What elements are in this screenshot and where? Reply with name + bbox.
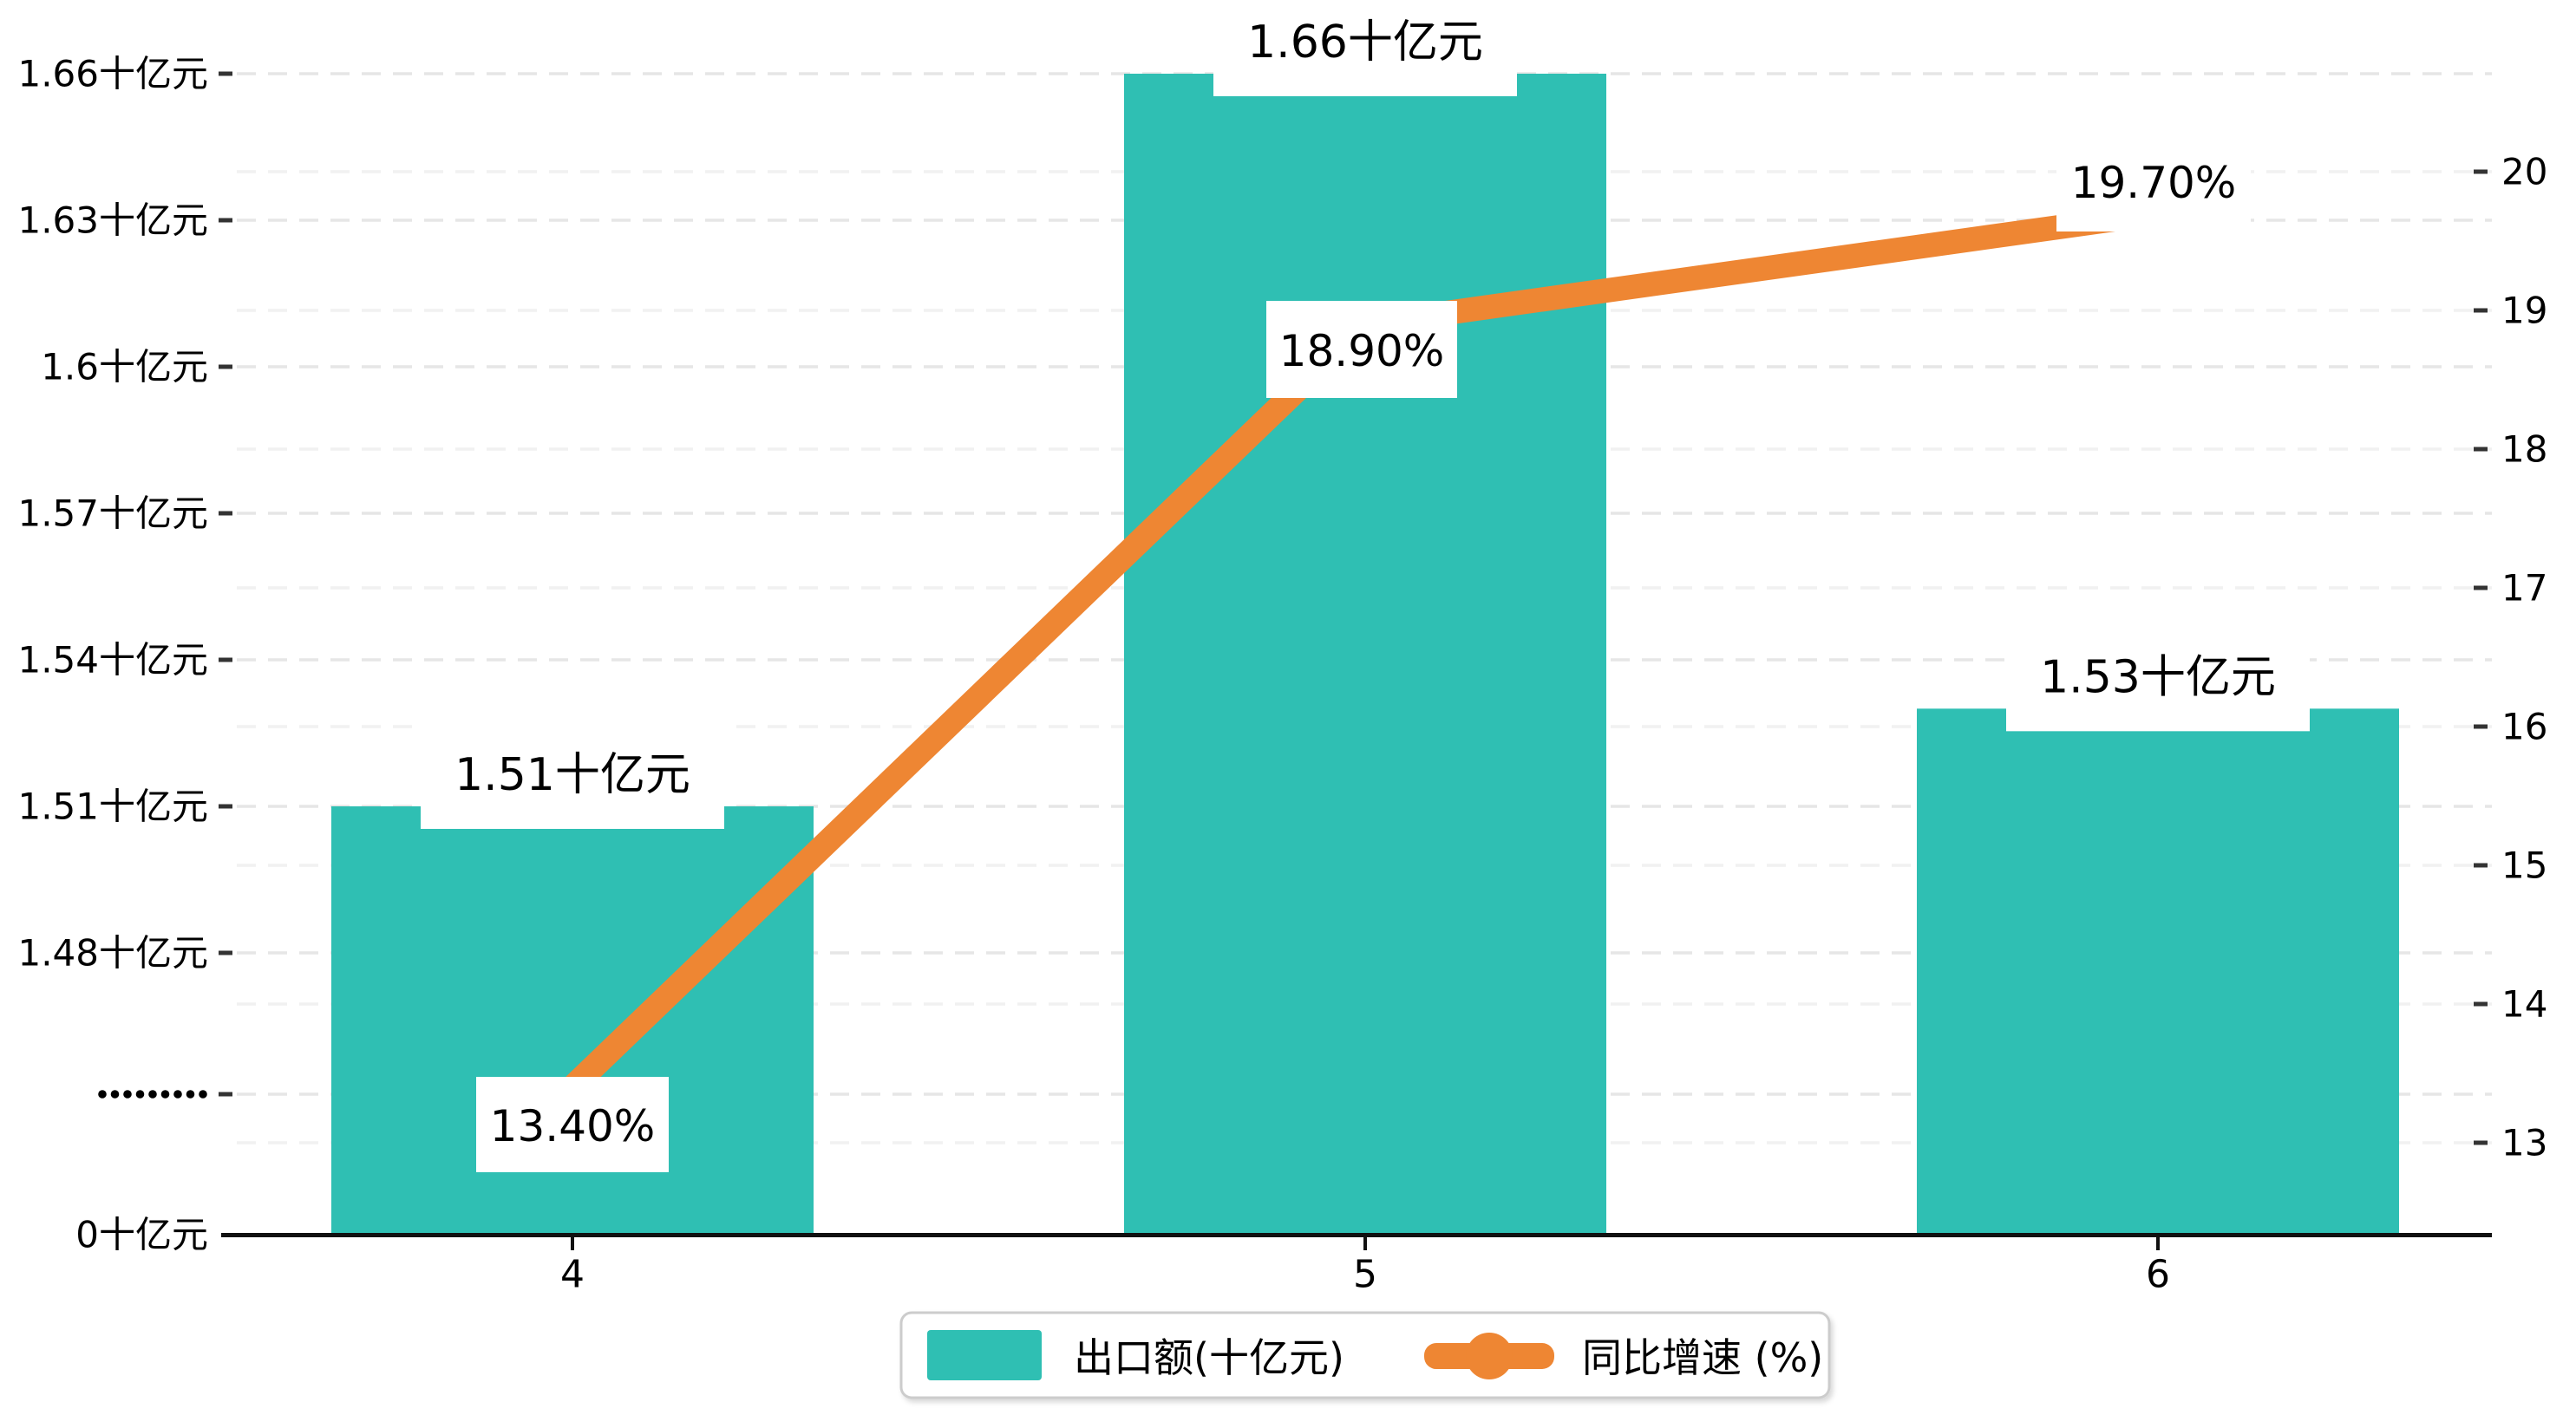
line-value-label-bg bbox=[2056, 136, 2251, 231]
value-labels: 1.51十亿元 1.66十亿元 1.53十亿元 13.40% 18.90% 19.70% bbox=[421, 0, 2310, 1172]
right-axis-label: 16 bbox=[2501, 706, 2547, 748]
axis-break-dots bbox=[148, 1090, 157, 1099]
line-series-dot-marker[interactable] bbox=[1466, 1333, 1513, 1379]
axis-break-dots bbox=[160, 1090, 170, 1099]
line-value-label: 19.70% bbox=[2071, 158, 2237, 208]
left-axis-label: 1.63十亿元 bbox=[17, 199, 208, 242]
axis-break-dots bbox=[135, 1090, 145, 1099]
right-axis-label: 13 bbox=[2501, 1122, 2547, 1164]
x-axis-label: 5 bbox=[1353, 1253, 1377, 1297]
bar-series bbox=[331, 74, 2399, 1235]
line-value-label-bg bbox=[476, 1077, 669, 1172]
axis-break-dots bbox=[173, 1090, 182, 1099]
line-value-label: 18.90% bbox=[1279, 326, 1445, 376]
left-axis-label: 1.51十亿元 bbox=[17, 786, 208, 828]
legend-item-export[interactable]: 出口额(十亿元) bbox=[927, 1330, 1344, 1381]
axis-break-dots bbox=[186, 1090, 195, 1099]
line-value-label-bg bbox=[1266, 301, 1457, 398]
right-axis-label: 20 bbox=[2501, 151, 2547, 193]
right-axis-label: 19 bbox=[2501, 290, 2547, 332]
right-axis-label: 14 bbox=[2501, 983, 2547, 1026]
legend-label-growth[interactable]: 同比增速 (%) bbox=[1582, 1334, 1823, 1381]
bar-value-label: 1.53十亿元 bbox=[2040, 651, 2276, 703]
legend: 出口额(十亿元) 同比增速 (%) bbox=[899, 1311, 1831, 1399]
line-value-label: 13.40% bbox=[490, 1101, 656, 1151]
legend-item-growth[interactable]: 同比增速 (%) bbox=[1424, 1333, 1823, 1381]
bar-value-label: 1.51十亿元 bbox=[454, 749, 690, 801]
right-axis-label: 15 bbox=[2501, 844, 2547, 887]
bar-value-label-bg bbox=[421, 718, 724, 829]
axis-break-dots bbox=[110, 1090, 120, 1099]
left-axis-label: 1.48十亿元 bbox=[17, 932, 208, 975]
axis-break-dots bbox=[123, 1090, 132, 1099]
right-axis-label: 17 bbox=[2501, 567, 2547, 610]
axis-break-dots bbox=[98, 1090, 107, 1099]
legend-label-export[interactable]: 出口额(十亿元) bbox=[1074, 1334, 1344, 1381]
left-axis-label: 1.57十亿元 bbox=[17, 492, 208, 535]
left-axis-label: 1.54十亿元 bbox=[17, 639, 208, 681]
left-axis-label: 1.6十亿元 bbox=[41, 346, 208, 388]
bar-value-label-bg bbox=[1213, 0, 1517, 96]
left-axis-label: 1.66十亿元 bbox=[17, 53, 208, 95]
axes: 1.66十亿元 1.63十亿元 1.6十亿元 1.57十亿元 1.54十亿元 1.51十亿… bbox=[17, 53, 2547, 1297]
axis-break-dots bbox=[199, 1090, 207, 1099]
bar-month-5[interactable] bbox=[1124, 74, 1606, 1235]
bar-series-swatch[interactable] bbox=[927, 1330, 1042, 1380]
bar-month-6[interactable] bbox=[1917, 708, 2399, 1235]
x-axis-line bbox=[221, 1233, 2492, 1237]
bar-value-label-bg bbox=[2006, 620, 2310, 732]
bar-value-label: 1.66十亿元 bbox=[1247, 16, 1483, 68]
x-axis-label: 6 bbox=[2146, 1253, 2170, 1297]
x-axis-label: 4 bbox=[560, 1253, 585, 1297]
legend-box bbox=[899, 1311, 1831, 1399]
right-axis-label: 18 bbox=[2501, 428, 2547, 471]
left-axis-label: 0十亿元 bbox=[75, 1214, 208, 1256]
